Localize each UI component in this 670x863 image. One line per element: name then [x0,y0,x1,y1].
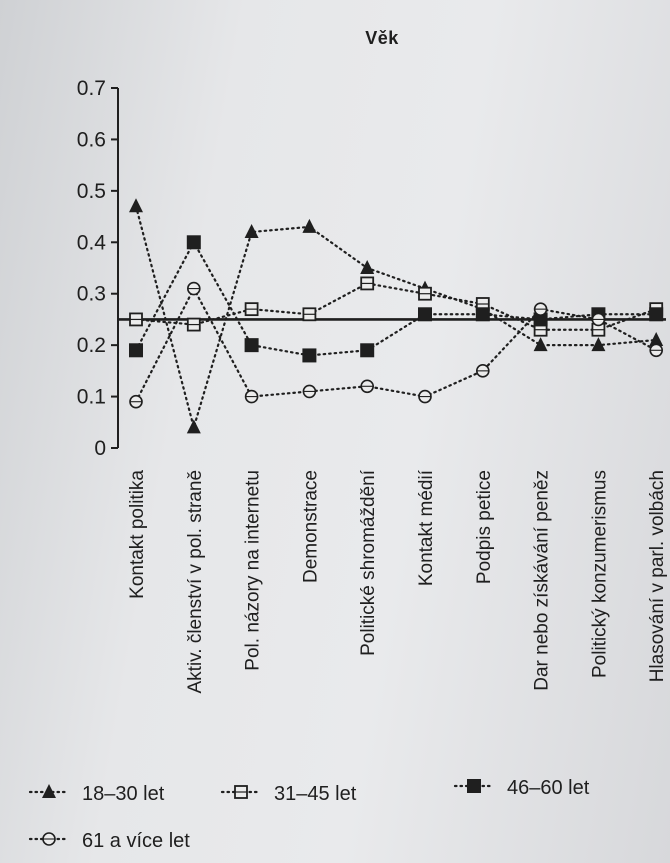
series-line [134,286,658,403]
data-point [186,235,201,250]
legend-marker [467,779,481,793]
y-tick-label: 0.6 [77,128,106,151]
series-61-plus [129,281,664,409]
legend-marker [42,784,56,798]
category-label: Kontakt médií [416,469,437,586]
category-label: Podpis petice [474,470,495,584]
category-label: Dar nebo získávání peněz [532,470,553,691]
data-point [360,343,375,358]
legend-item: 46–60 let [453,777,590,799]
legend-label: 31–45 let [274,783,357,805]
y-tick-label: 0.1 [77,386,106,409]
category-label: Hlasování v parl. volbách [647,470,668,682]
y-tick-label: 0.5 [77,180,106,203]
y-tick-label: 0.4 [77,231,107,254]
data-point [533,312,548,327]
chart-title: Věk [365,28,399,48]
data-point [186,419,201,434]
y-tick-label: 0.3 [77,283,106,306]
data-point [360,260,375,274]
category-label: Kontakt politika [127,470,148,599]
category-label: Pol. názory na internetu [243,470,264,671]
legend-label: 61 a více let [82,830,190,852]
data-point [244,224,259,238]
data-point [649,332,664,346]
data-point [244,338,259,353]
legend-item: 61 a více let [28,830,190,852]
category-label: Aktiv. členství v pol. straně [185,470,206,694]
series-line [134,205,658,432]
y-tick-label: 0 [94,437,106,460]
data-point [418,307,432,322]
series-31-45 [129,276,664,337]
category-label: Politické shromáždění [358,469,379,656]
legend-item: 31–45 let [220,783,357,805]
data-point [591,337,606,352]
legend-label: 18–30 let [82,783,165,805]
data-point [302,218,317,233]
y-tick-label: 0.2 [77,334,106,357]
category-label: Demonstrace [300,470,321,583]
data-point [129,343,143,358]
series-line [134,239,658,357]
data-point [129,198,143,213]
data-point [475,307,490,322]
legend-item: 18–30 let [28,783,165,805]
series-46-60 [129,235,664,363]
series-line [134,282,658,331]
category-label: Politický konzumerismus [589,470,610,678]
data-point [302,348,317,363]
data-point [533,337,548,352]
legend-label: 46–60 let [507,777,590,799]
y-tick-label: 0.7 [77,77,106,100]
data-point [649,307,664,322]
